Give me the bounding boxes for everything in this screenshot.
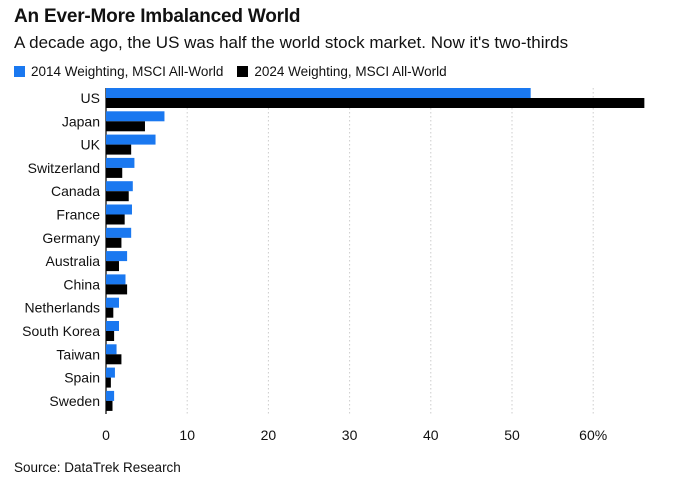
- legend-item-2014: 2014 Weighting, MSCI All-World: [14, 64, 223, 79]
- x-tick-label: 10: [179, 427, 195, 443]
- x-tick-label: 30: [342, 427, 358, 443]
- category-label: South Korea: [22, 323, 100, 339]
- category-label: Spain: [64, 370, 100, 386]
- bar-2024: [106, 214, 125, 225]
- legend-swatch-2014: [14, 66, 25, 77]
- chart-title: An Ever-More Imbalanced World: [14, 6, 301, 27]
- bar-2014: [106, 390, 115, 401]
- legend-label-2014: 2014 Weighting, MSCI All-World: [31, 64, 224, 79]
- x-tick-label: 20: [261, 427, 277, 443]
- bars-layer: [106, 88, 645, 411]
- category-label: US: [81, 90, 100, 106]
- bar-2014: [106, 111, 165, 122]
- category-label: Australia: [46, 253, 101, 269]
- x-tick-labels: 0 10 20 30 40 50 60%: [102, 427, 607, 443]
- category-label: Canada: [51, 183, 100, 199]
- bar-2024: [106, 400, 113, 411]
- category-label: Germany: [42, 230, 100, 246]
- bar-2014: [106, 321, 119, 331]
- category-label: Switzerland: [28, 160, 100, 176]
- bar-2014: [106, 88, 531, 98]
- x-tick-label: 50: [504, 427, 520, 443]
- bar-2024: [106, 307, 114, 318]
- bar-2024: [106, 261, 119, 272]
- bar-2014: [106, 344, 117, 355]
- bar-2024: [106, 121, 145, 132]
- bar-2014: [106, 274, 126, 285]
- bar-2014: [106, 227, 132, 238]
- bar-2014: [106, 367, 115, 378]
- category-label: Sweden: [49, 393, 100, 409]
- source-note: Source: DataTrek Research: [14, 460, 181, 475]
- bar-2014: [106, 157, 135, 168]
- bar-2024: [106, 377, 111, 388]
- category-labels: US Japan UK Switzerland Canada France Germany A…: [22, 90, 101, 409]
- legend-swatch-2024: [237, 66, 249, 77]
- bar-2024: [106, 354, 122, 365]
- category-label: UK: [81, 137, 101, 153]
- bar-2014: [106, 134, 156, 145]
- bar-2024: [106, 191, 129, 202]
- category-label: China: [63, 276, 100, 292]
- x-tick-label: 40: [423, 427, 439, 443]
- category-label: Netherlands: [25, 300, 101, 316]
- bar-2024: [106, 284, 128, 295]
- x-tick-label: 0: [102, 427, 110, 443]
- category-label: Japan: [62, 113, 100, 129]
- bar-2014: [106, 204, 132, 215]
- chart-legend: 2014 Weighting, MSCI All-World 2024 Weig…: [14, 64, 461, 79]
- x-tick-label: 60%: [579, 427, 607, 443]
- bar-2024: [106, 167, 123, 178]
- bar-2024: [106, 98, 645, 108]
- bar-2014: [106, 181, 133, 192]
- grid-layer: [105, 88, 594, 414]
- legend-label-2024: 2024 Weighting, MSCI All-World: [254, 64, 447, 79]
- category-label: Taiwan: [56, 346, 100, 362]
- category-label: France: [56, 207, 100, 223]
- bar-2014: [106, 251, 128, 262]
- bar-2014: [106, 297, 119, 308]
- bar-2024: [106, 144, 132, 155]
- bar-chart: US Japan UK Switzerland Canada France Germany A…: [22, 88, 645, 443]
- chart-subtitle: A decade ago, the US was half the world …: [14, 33, 569, 52]
- bar-2024: [106, 331, 115, 341]
- bar-2024: [106, 237, 122, 248]
- legend-item-2024: 2024 Weighting, MSCI All-World: [237, 64, 447, 79]
